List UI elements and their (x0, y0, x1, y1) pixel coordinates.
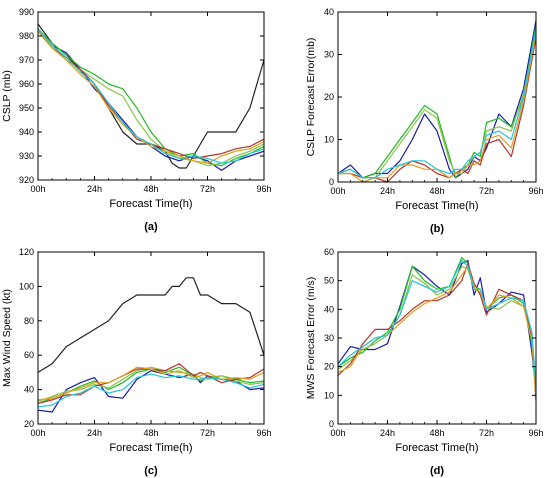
chart-panel-3: 00h 24h 48h 72h 96h 20 40 60 80 100 120 Forecast Ti… (1, 247, 272, 477)
x-tick-label: 96h (528, 186, 543, 196)
series-line-6 (337, 260, 537, 387)
y-tick-label: 40 (324, 304, 334, 314)
panel-label: (c) (144, 465, 158, 477)
y-tick-label: 50 (324, 276, 334, 286)
y-tick-label: 960 (19, 79, 34, 89)
y-tick-label: 0 (329, 177, 334, 187)
x-tick-label: 96h (256, 428, 271, 438)
x-tick-label: 00h (30, 184, 45, 194)
series-line-5 (37, 363, 265, 404)
x-tick-label: 48h (429, 186, 444, 196)
x-tick-label: 96h (528, 428, 543, 438)
x-tick-label: 72h (200, 428, 215, 438)
x-tick-label: 24h (87, 184, 102, 194)
y-axis-label: CSLP (mb) (1, 70, 13, 122)
y-tick-label: 20 (324, 362, 334, 372)
series-line-2 (337, 257, 537, 396)
x-tick-label: 00h (30, 428, 45, 438)
y-tick-label: 80 (24, 316, 34, 326)
y-tick-label: 30 (324, 333, 334, 343)
y-tick-label: 970 (19, 55, 34, 65)
x-tick-label: 24h (380, 428, 395, 438)
x-tick-label: 72h (200, 184, 215, 194)
y-tick-label: 120 (19, 247, 34, 257)
series-line-3 (337, 265, 537, 393)
y-tick-label: 0 (329, 419, 334, 429)
x-tick-label: 72h (479, 186, 494, 196)
y-tick-label: 930 (19, 151, 34, 161)
y-tick-label: 950 (19, 103, 34, 113)
x-tick-label: 72h (479, 428, 494, 438)
y-tick-label: 40 (24, 385, 34, 395)
y-tick-label: 980 (19, 31, 34, 41)
series-line-3 (37, 28, 265, 167)
y-axis-label: CSLP Forecast Error(mb) (305, 38, 317, 157)
x-tick-label: 48h (143, 184, 158, 194)
y-tick-label: 10 (324, 390, 334, 400)
y-tick-label: 940 (19, 127, 34, 137)
series-line-1 (37, 277, 265, 373)
panel-label: (b) (430, 223, 444, 235)
y-tick-label: 10 (324, 135, 334, 145)
y-axis-label: MWS Forecast Error (m/s) (305, 277, 317, 400)
x-axis-label: Forecast Time(h) (109, 442, 192, 454)
x-tick-label: 96h (256, 184, 271, 194)
x-axis-label: Forecast Time(h) (109, 198, 192, 210)
x-tick-label: 00h (330, 428, 345, 438)
x-tick-label: 48h (429, 428, 444, 438)
y-tick-label: 60 (24, 350, 34, 360)
series-line-4 (37, 366, 265, 403)
y-tick-label: 100 (19, 281, 34, 291)
x-tick-label: 24h (87, 428, 102, 438)
panel-label: (a) (144, 221, 158, 233)
series-line-6 (337, 28, 537, 179)
y-tick-label: 20 (324, 92, 334, 102)
y-tick-label: 40 (324, 7, 334, 17)
x-axis-label: Forecast Time(h) (395, 442, 478, 454)
y-axis-label: Max Wind Speed (kt) (1, 289, 13, 387)
series-line-7 (37, 373, 265, 408)
chart-panel-2: 00h 24h 48h 72h 96h 0 10 20 30 40 Forecast Time(h)… (305, 7, 544, 235)
series-line-6 (37, 366, 265, 401)
y-tick-label: 20 (24, 419, 34, 429)
panel-label: (d) (430, 465, 444, 477)
x-tick-label: 48h (143, 428, 158, 438)
x-axis-label: Forecast Time(h) (395, 200, 478, 212)
x-tick-label: 00h (330, 186, 345, 196)
series-line-6 (37, 30, 265, 164)
x-tick-label: 24h (380, 186, 395, 196)
y-tick-label: 990 (19, 7, 34, 17)
series-line-7 (37, 28, 265, 164)
y-tick-label: 30 (324, 50, 334, 60)
chart-panel-1: 00h 24h 48h 72h 96h 920 930 940 950 960 970 980 990 F… (1, 7, 272, 233)
series-line-1 (337, 20, 537, 179)
y-tick-label: 60 (324, 247, 334, 257)
series-line-4 (337, 262, 537, 402)
chart-panel-4: 00h 24h 48h 72h 96h 0 10 20 30 40 50 60 Forecast Tim… (305, 247, 544, 477)
series-line-5 (338, 33, 537, 183)
series-line-3 (337, 33, 537, 179)
y-tick-label: 920 (19, 175, 34, 185)
